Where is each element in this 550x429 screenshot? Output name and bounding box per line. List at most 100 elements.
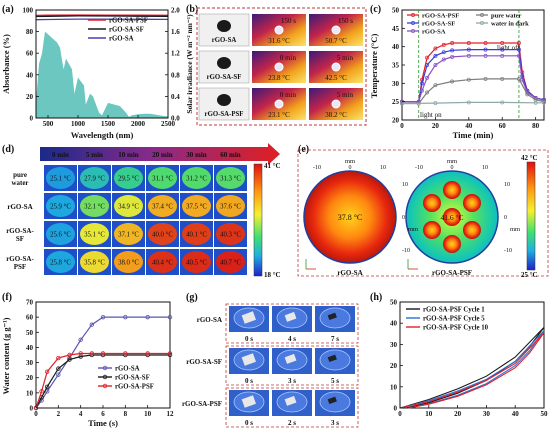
panel-label-h: (h) bbox=[370, 292, 382, 303]
water-content-point bbox=[44, 369, 50, 374]
temperature-line bbox=[402, 42, 545, 103]
y-a-tick-label: 20 bbox=[26, 93, 34, 101]
panel-b-rows: rGO-SA 150 s 31.6 °C 150 s 50.7 °C rGO-SA-SF 0… bbox=[198, 13, 363, 121]
crosshair-marker bbox=[331, 25, 341, 35]
sample-piece bbox=[241, 311, 257, 324]
x-ticks-h: 0 10 20 30 40 50 bbox=[398, 405, 548, 418]
panel-label-c: (c) bbox=[370, 4, 381, 15]
frame-time: 150 s bbox=[338, 17, 353, 25]
time-arrow-head bbox=[268, 143, 280, 165]
photo-strip-frame bbox=[225, 387, 359, 428]
legend-marker bbox=[411, 21, 415, 25]
legend-label: rGO-SA-PSF bbox=[422, 13, 459, 20]
time-column-label: 10 min bbox=[118, 151, 139, 159]
thermal-cell-value: 31.1 °C bbox=[152, 176, 173, 183]
thermal-cell-value: 35.8 °C bbox=[84, 260, 105, 267]
x-h-tick-label: 20 bbox=[454, 410, 462, 418]
plot-frame-a bbox=[35, 9, 169, 119]
panel-f-chart: 0 2 4 6 8 10 12 0 10 20 30 40 50 60 70 Time (s) Water… bbox=[1, 299, 174, 429]
water-content-point bbox=[123, 314, 128, 320]
frame-temp: 50.7 °C bbox=[325, 37, 347, 45]
thermal-cell-value: 40.3 °C bbox=[220, 232, 241, 239]
temperature-point bbox=[450, 79, 455, 84]
hot-spots-rgo-sa-psf bbox=[423, 181, 481, 253]
center-temp-rgo-sa-psf: 41.6 °C bbox=[440, 213, 463, 222]
axis-unit-right: mm bbox=[510, 226, 520, 233]
water-content-point bbox=[78, 337, 83, 343]
thermal-cell-core bbox=[80, 251, 109, 273]
colorbar-e bbox=[526, 161, 536, 271]
y-h-tick-label: 30 bbox=[390, 341, 398, 349]
thermal-cell-core bbox=[114, 195, 143, 217]
panel-e-thermal-maps: 37.8 °C rGO-SA 41.6 °C rGO-SA-PSF mm -10 -… bbox=[297, 149, 549, 279]
temperature-point bbox=[425, 90, 430, 95]
temperature-point bbox=[425, 63, 430, 67]
x-ticks-f: 0 2 4 6 8 10 12 bbox=[34, 405, 174, 418]
y-f-tick-label: 50 bbox=[26, 329, 34, 337]
thermal-cell-core bbox=[216, 251, 245, 273]
panel-label-a: (a) bbox=[2, 4, 14, 15]
x-axis-label-f: Time (s) bbox=[88, 418, 118, 428]
thermal-cell-value: 40.4 °C bbox=[152, 260, 173, 267]
sample-piece bbox=[327, 396, 337, 405]
legend-marker bbox=[480, 13, 484, 17]
frame-time: 150 s bbox=[281, 17, 296, 25]
legend-label: rGO-SA-SF bbox=[422, 21, 455, 28]
thermal-cell-core bbox=[114, 251, 143, 273]
sample-disc bbox=[217, 57, 231, 69]
thermal-cell-value: 25.6 °C bbox=[50, 232, 71, 239]
x-a-tick-label: 2500 bbox=[161, 120, 176, 128]
time-column-label: 5 min bbox=[86, 151, 103, 159]
x-axis-label-a: Wavelength (nm) bbox=[71, 130, 134, 140]
sample-row-label: rGO-SA-PSF bbox=[6, 255, 34, 271]
x-f-tick-label: 2 bbox=[57, 410, 61, 418]
legend-label: rGO-SA-PSF Cycle 5 bbox=[423, 316, 485, 323]
map-x-tick: 10 bbox=[482, 165, 488, 171]
thermal-cell-core bbox=[182, 167, 211, 189]
colorbar-d-min: 18 °C bbox=[264, 271, 281, 279]
y-c-tick-label: 35 bbox=[392, 62, 400, 70]
y2-axis-label-a: Solar irradiance (W m⁻² nm⁻¹) bbox=[185, 14, 194, 114]
map-label-rgo-sa-psf: rGO-SA-PSF bbox=[432, 269, 472, 277]
temperature-point bbox=[483, 76, 488, 81]
time-column-label: 20 min bbox=[152, 151, 173, 159]
legend-label: rGO-SA-PSF bbox=[115, 384, 154, 391]
thermal-cell-value: 38.0 °C bbox=[118, 260, 139, 267]
thermal-cell-value: 37.4 °C bbox=[152, 204, 173, 211]
hot-spot bbox=[463, 221, 481, 239]
y2-a-tick-label: 0.4 bbox=[171, 93, 180, 101]
map-y-tick: 0 bbox=[504, 215, 507, 221]
y-h-tick-label: 40 bbox=[390, 320, 398, 328]
temperature-line bbox=[402, 49, 545, 103]
photo-strip-frame bbox=[225, 345, 359, 386]
water-content-point bbox=[89, 322, 95, 327]
plot-frame-h bbox=[399, 301, 545, 409]
temperature-point bbox=[433, 46, 438, 51]
water-content-point bbox=[167, 314, 173, 320]
annotation-light-off: light off bbox=[497, 44, 520, 52]
x-f-tick-label: 8 bbox=[124, 410, 128, 418]
temperature-point bbox=[466, 77, 471, 82]
panel-label-f: (f) bbox=[2, 292, 12, 303]
y2-a-tick-label: 1.6 bbox=[171, 28, 180, 36]
temperature-point bbox=[483, 41, 488, 45]
colorbar-e-min: 25 °C bbox=[521, 271, 538, 279]
axis-unit: mm bbox=[447, 158, 457, 165]
temperature-point bbox=[466, 41, 471, 45]
photo-time: 0 s bbox=[245, 419, 253, 427]
temperature-point bbox=[433, 83, 438, 88]
colorbar-d bbox=[253, 163, 263, 277]
temperature-point bbox=[542, 100, 546, 105]
sample-disc bbox=[217, 20, 231, 32]
map-y-tick: 10 bbox=[504, 182, 510, 188]
temperature-line bbox=[401, 101, 544, 105]
thermal-cell-core bbox=[148, 223, 177, 245]
thermal-cell-core bbox=[46, 195, 75, 217]
frame-temp: 23.8 °C bbox=[268, 74, 290, 82]
thermal-cell-core bbox=[148, 251, 177, 273]
photo-time: 0 s bbox=[245, 335, 253, 343]
temperature-point bbox=[433, 53, 438, 58]
thermal-cell-core bbox=[182, 251, 211, 273]
y-c-tick-label: 25 bbox=[392, 98, 400, 106]
legend-label: rGO-SA-PSF bbox=[109, 18, 148, 25]
